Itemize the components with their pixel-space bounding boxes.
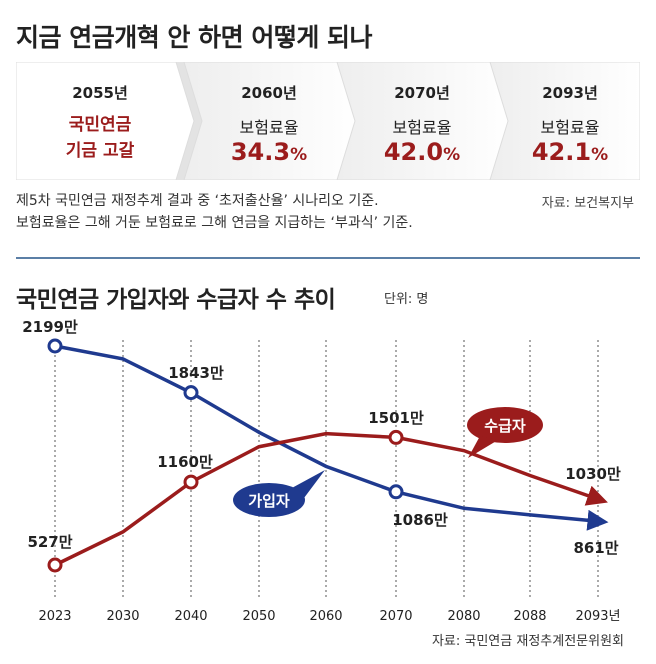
cell-label: 보험료율	[239, 118, 299, 137]
source-bottom: 자료: 국민연금 재정추계전문위원회	[431, 634, 624, 649]
x-tick-label: 2080	[447, 609, 480, 624]
rate-unit: %	[591, 145, 609, 165]
cell-year: 2093년	[542, 84, 598, 102]
unit-label: 단위: 명	[384, 292, 429, 307]
data-point	[47, 557, 63, 573]
rate-unit: %	[443, 145, 461, 165]
data-label: 1086만	[392, 511, 448, 529]
forecast-strip: 2055년 국민연금 기금 고갈 2060년 보험료율 34.3% 2070년 …	[16, 62, 640, 180]
chart-title: 국민연금 가입자와 수급자 수 추이	[16, 287, 336, 313]
depletion-text: 국민연금 기금 고갈	[16, 112, 184, 164]
data-label: 1030만	[565, 465, 621, 483]
rate-value: 34.3	[230, 138, 291, 166]
data-point	[388, 429, 404, 445]
depletion-line1: 국민연금	[68, 115, 132, 135]
x-tick-label: 2093년	[575, 609, 620, 624]
x-tick-label: 2050	[242, 609, 275, 624]
data-label: 1160만	[157, 453, 213, 471]
data-label: 1843만	[168, 364, 224, 382]
cell-2055: 2055년 국민연금 기금 고갈	[16, 62, 184, 180]
cell-rate: 42.1%	[500, 138, 640, 166]
data-label: 527만	[27, 533, 72, 551]
recipients-line	[54, 431, 608, 567]
x-tick-label: 2030	[106, 609, 139, 624]
legend-pointer-subscribers	[290, 470, 325, 506]
rate-unit: %	[290, 145, 308, 165]
data-point	[183, 385, 199, 401]
cell-label: 보험료율	[392, 118, 452, 137]
rate-value: 42.0	[383, 138, 444, 166]
x-tick-label: 2040	[174, 609, 207, 624]
x-tick-label: 2023	[38, 609, 71, 624]
legend-bubble-subscribers	[233, 483, 305, 517]
x-tick-label: 2088	[513, 609, 546, 624]
cell-2070: 2070년 보험료율 42.0%	[347, 62, 497, 180]
data-point	[183, 474, 199, 490]
data-label: 2199만	[22, 318, 78, 336]
footnote-line2: 보험료율은 그해 거둔 보험료로 그해 연금을 지급하는 ‘부과식’ 기준.	[16, 215, 413, 231]
data-label: 861만	[573, 539, 618, 557]
x-tick-label: 2070	[379, 609, 412, 624]
cell-year: 2070년	[394, 84, 450, 102]
cell-rate: 34.3%	[194, 138, 344, 166]
cell-2093: 2093년 보험료율 42.1%	[500, 62, 640, 180]
footnote: 제5차 국민연금 재정추계 결과 중 ‘초저출산율’ 시나리오 기준. 보험료율…	[16, 190, 413, 234]
subscribers-line	[54, 344, 609, 531]
depletion-line2: 기금 고갈	[65, 141, 135, 161]
footnote-line1: 제5차 국민연금 재정추계 결과 중 ‘초저출산율’ 시나리오 기준.	[16, 193, 379, 209]
source-top: 자료: 보건복지부	[541, 196, 634, 211]
x-tick-label: 2060	[309, 609, 342, 624]
section-divider	[16, 257, 640, 259]
cell-year: 2060년	[241, 84, 297, 102]
cell-rate: 42.0%	[347, 138, 497, 166]
data-point	[388, 484, 404, 500]
rate-value: 42.1	[531, 138, 592, 166]
legend-pointer-recipients	[468, 436, 498, 458]
page-title: 지금 연금개혁 안 하면 어떻게 되나	[16, 23, 373, 52]
legend-label-recipients: 수급자	[484, 417, 526, 435]
strip-background	[16, 62, 640, 180]
legend-bubble-recipients	[467, 407, 543, 443]
legend-label-subscribers: 가입자	[248, 492, 290, 510]
cell-2060: 2060년 보험료율 34.3%	[194, 62, 344, 180]
data-point	[47, 338, 63, 354]
cell-label: 보험료율	[540, 118, 600, 137]
data-label: 1501만	[368, 409, 424, 427]
cell-year: 2055년	[72, 84, 128, 102]
